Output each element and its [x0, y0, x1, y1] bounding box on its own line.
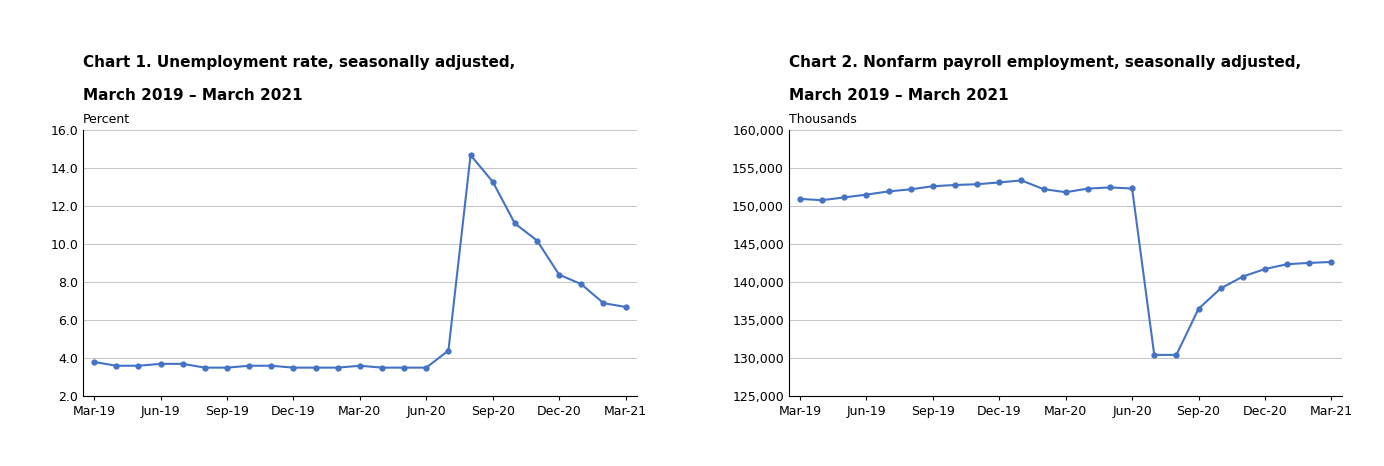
- Text: Chart 1. Unemployment rate, seasonally adjusted,: Chart 1. Unemployment rate, seasonally a…: [83, 55, 515, 70]
- Text: Percent: Percent: [83, 113, 130, 126]
- Text: March 2019 – March 2021: March 2019 – March 2021: [789, 88, 1009, 103]
- Text: Thousands: Thousands: [789, 113, 857, 126]
- Text: March 2019 – March 2021: March 2019 – March 2021: [83, 88, 303, 103]
- Text: Chart 2. Nonfarm payroll employment, seasonally adjusted,: Chart 2. Nonfarm payroll employment, sea…: [789, 55, 1301, 70]
